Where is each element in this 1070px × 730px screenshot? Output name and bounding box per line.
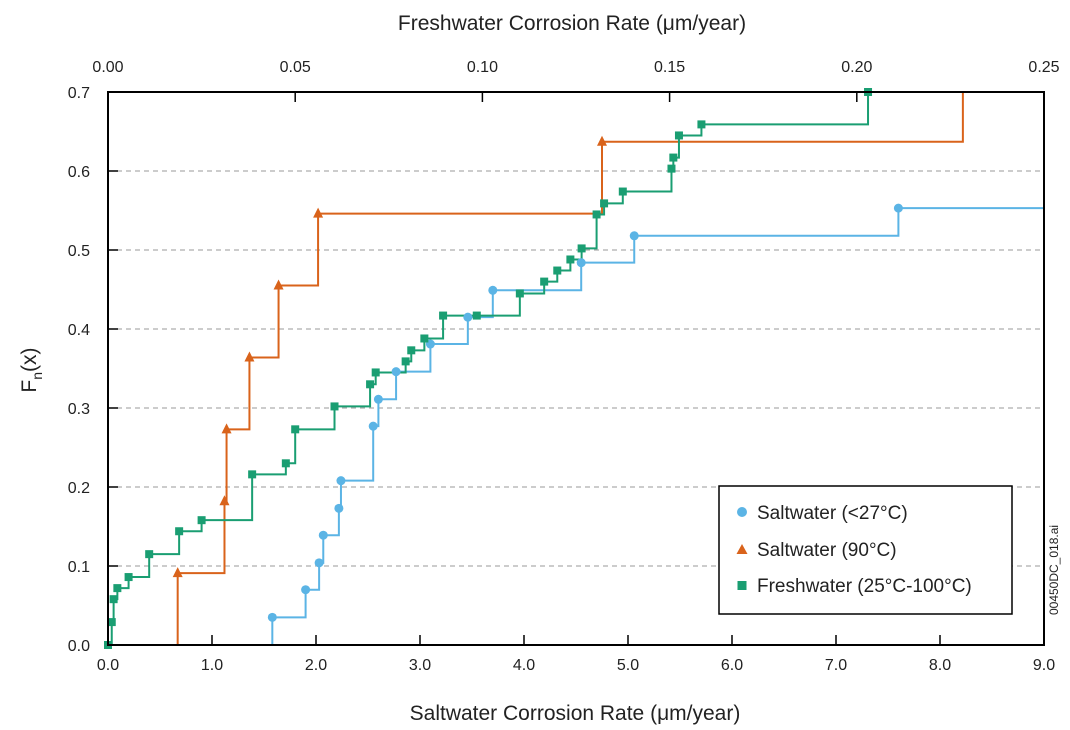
x-bottom-tick-label: 7.0 (825, 657, 847, 674)
series-2-point (618, 187, 627, 196)
legend-marker-saltwater-cold (737, 507, 747, 517)
series-0-point (267, 612, 277, 622)
series-1-step-line (176, 92, 964, 645)
series-2-point (472, 311, 481, 320)
series-0-point (314, 558, 324, 568)
x-top-tick-label: 0.10 (467, 59, 498, 76)
legend-marker-saltwater-hot (736, 544, 748, 554)
x-top-tick-label: 0.20 (841, 59, 872, 76)
y-tick-label: 0.4 (68, 322, 90, 339)
file-code-note: 00450DC_018.ai (1047, 525, 1061, 615)
y-tick-label: 0.7 (68, 85, 90, 102)
series-2-point (697, 120, 706, 129)
series-1-point (597, 135, 607, 146)
series-0-point (334, 503, 344, 513)
series-2-point (197, 516, 206, 525)
plot-frame (107, 91, 1045, 646)
top-axis-title: Freshwater Corrosion Rate (μm/year) (398, 12, 746, 35)
series-2-point (407, 346, 416, 355)
y-axis-title: Fn(x) (18, 347, 45, 392)
legend-label-saltwater-cold: Saltwater (<27°C) (757, 503, 908, 524)
y-axis-title-subscript: n (29, 372, 45, 380)
grid-lines (108, 170, 1044, 567)
x-top-tick-label: 0.00 (92, 59, 123, 76)
series-2-point (124, 573, 133, 582)
y-tick-label: 0.2 (68, 480, 90, 497)
series-2-point (248, 470, 257, 479)
x-top-tick-label: 0.25 (1028, 59, 1059, 76)
series-0-point (463, 312, 473, 322)
series-2-point (107, 618, 116, 627)
series-0-point (368, 421, 378, 431)
x-bottom-tick-label: 1.0 (201, 657, 223, 674)
y-axis-title-suffix: (x) (18, 347, 41, 372)
bottom-axis-title: Saltwater Corrosion Rate (μm/year) (410, 702, 741, 725)
series-2-point (674, 131, 683, 140)
y-tick-label: 0.5 (68, 243, 90, 260)
x-bottom-tick-label: 8.0 (929, 657, 951, 674)
x-bottom-tick-label: 2.0 (305, 657, 327, 674)
series-2-point (281, 459, 290, 468)
x-bottom-tick-label: 0.0 (97, 657, 119, 674)
series-2-point (566, 255, 575, 264)
series-2-point (592, 210, 601, 219)
x-bottom-tick-label: 3.0 (409, 657, 431, 674)
series-0-point (576, 258, 586, 268)
series-markers (104, 88, 903, 649)
series-2-point (515, 289, 524, 298)
series-2-point (577, 244, 586, 253)
series-2-point (371, 368, 380, 377)
series-0-point (391, 367, 401, 377)
series-1-point (219, 495, 230, 506)
y-tick-label: 0.3 (68, 401, 90, 418)
legend-marker-freshwater (737, 581, 747, 590)
y-tick-label: 0.6 (68, 164, 90, 181)
series-0-point (893, 203, 903, 213)
legend: Saltwater (<27°C) Saltwater (90°C) Fresh… (718, 485, 1013, 615)
series-0-point (336, 476, 346, 486)
series-2-point (175, 527, 184, 536)
series-2-point (420, 334, 429, 343)
axis-ticks: 0.0 0.1 0.2 0.3 0.4 0.5 0.6 0.7 0.0 1.0 2.0 3.0 4.0 5… (68, 59, 1060, 674)
series-2-point (553, 266, 562, 275)
series-2-point (439, 311, 448, 320)
series-0-point (301, 585, 311, 595)
series-2-point (669, 153, 678, 162)
series-2-point (109, 595, 118, 604)
x-top-tick-label: 0.15 (654, 59, 685, 76)
x-bottom-tick-label: 9.0 (1033, 657, 1055, 674)
x-bottom-tick-label: 6.0 (721, 657, 743, 674)
series-0-point (373, 394, 383, 404)
series-1-point (221, 423, 232, 434)
y-axis-title-main: F (18, 380, 41, 393)
x-bottom-tick-label: 4.0 (513, 657, 535, 674)
series-1-point (273, 279, 284, 290)
x-top-tick-label: 0.05 (280, 59, 311, 76)
series-2-point (600, 199, 609, 208)
legend-label-saltwater-hot: Saltwater (90°C) (757, 540, 897, 561)
series-2-point (366, 380, 375, 389)
series-0-point (318, 530, 328, 540)
x-bottom-tick-label: 5.0 (617, 657, 639, 674)
series-2-point (401, 357, 410, 366)
series-2-point (330, 402, 339, 411)
y-tick-label: 0.0 (68, 638, 90, 655)
series-0-point (629, 231, 639, 241)
series-0-point (488, 285, 498, 295)
y-tick-label: 0.1 (68, 559, 90, 576)
series-2-point (113, 584, 122, 593)
series-1-point (172, 567, 183, 578)
legend-box (718, 485, 1013, 615)
series-2-point (667, 164, 676, 173)
series-2-point (291, 425, 300, 434)
series-1-point (244, 351, 255, 362)
series-1-point (313, 207, 324, 218)
series-2-point (540, 277, 549, 286)
legend-label-freshwater: Freshwater (25°C-100°C) (757, 576, 972, 597)
series-2-point (145, 550, 154, 559)
